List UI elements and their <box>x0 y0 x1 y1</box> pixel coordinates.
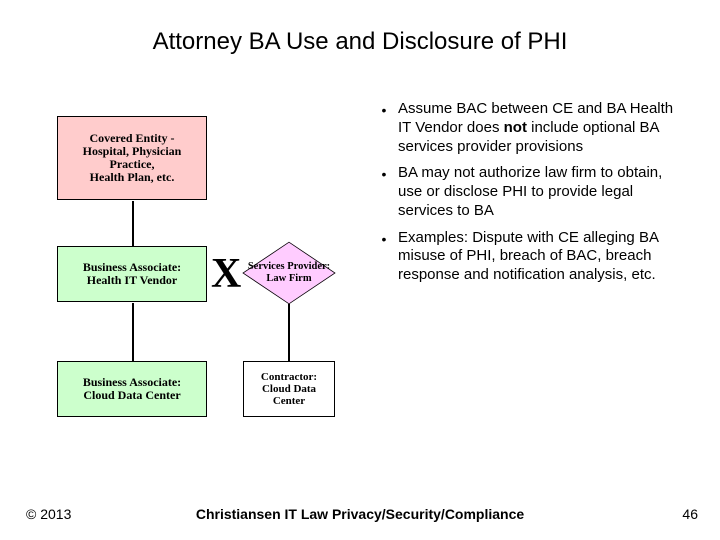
ba2-box: Business Associate: Cloud Data Center <box>57 361 207 417</box>
services-provider-diamond: Services Provider: Law Firm <box>243 242 335 304</box>
bullet-text: BA may not authorize law firm to obtain,… <box>398 164 690 220</box>
bullet-marker-icon: • <box>370 229 398 249</box>
bullet-item: • Examples: Dispute with CE alleging BA … <box>370 229 690 285</box>
covered-entity-box: Covered Entity - Hospital, Physician Pra… <box>57 116 207 200</box>
ba1-line1: Business Associate: <box>83 260 181 274</box>
covered-entity-line2: Hospital, Physician Practice, <box>83 144 182 171</box>
contractor-box: Contractor: Cloud Data Center <box>243 361 335 417</box>
bullet-text: Assume BAC between CE and BA Health IT V… <box>398 100 690 156</box>
connector-ba1-to-ba2 <box>132 303 134 361</box>
bullet-item: • Assume BAC between CE and BA Health IT… <box>370 100 690 156</box>
bullet-marker-icon: • <box>370 164 398 184</box>
covered-entity-line1: Covered Entity - <box>89 131 174 145</box>
sp-line1: Services Provider: <box>248 261 330 272</box>
ba2-line1: Business Associate: <box>83 375 181 389</box>
contractor-line2: Cloud Data Center <box>262 383 316 407</box>
bullet-list: • Assume BAC between CE and BA Health IT… <box>370 100 690 293</box>
slide-title: Attorney BA Use and Disclosure of PHI <box>0 28 720 56</box>
x-mark-icon: X <box>211 250 237 298</box>
sp-line2: Law Firm <box>266 273 311 284</box>
ba1-line2: Health IT Vendor <box>87 273 177 287</box>
ba2-line2: Cloud Data Center <box>83 388 180 402</box>
bullet-item: • BA may not authorize law firm to obtai… <box>370 164 690 220</box>
bullet-marker-icon: • <box>370 100 398 120</box>
connector-ce-to-ba1 <box>132 201 134 246</box>
contractor-line1: Contractor: <box>261 371 317 383</box>
page-number: 46 <box>682 506 698 522</box>
diagram: Covered Entity - Hospital, Physician Pra… <box>55 100 345 460</box>
bullet-text: Examples: Dispute with CE alleging BA mi… <box>398 229 690 285</box>
connector-sp-to-contractor <box>288 304 290 362</box>
covered-entity-line3: Health Plan, etc. <box>90 170 175 184</box>
footer-center-text: Christiansen IT Law Privacy/Security/Com… <box>0 506 720 522</box>
ba1-box: Business Associate: Health IT Vendor <box>57 246 207 302</box>
footer: © 2013 Christiansen IT Law Privacy/Secur… <box>0 502 720 522</box>
